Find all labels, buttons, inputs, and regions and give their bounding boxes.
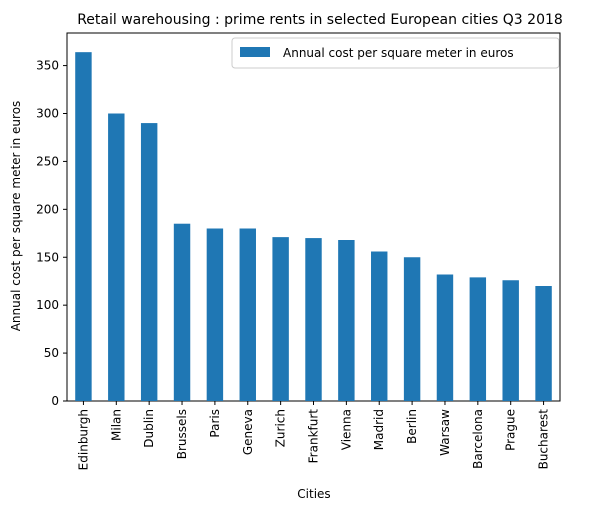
x-tick-label: Zurich [274,409,288,447]
y-axis-label: Annual cost per square meter in euros [9,101,23,332]
x-tick-label: Warsaw [438,409,452,456]
x-tick-label: Geneva [241,409,255,455]
x-axis-label: Cities [297,487,330,501]
y-tick-label: 250 [36,154,59,168]
bar-brussels [173,223,191,401]
bar-frankfurt [305,238,322,401]
x-axis-ticks: Edinburgh Milan Dublin Brussels Paris Geneva Z… [76,401,551,470]
bar-berlin [403,257,421,401]
x-tick-label: Berlin [405,409,419,444]
legend-swatch [240,47,270,57]
y-tick-label: 350 [36,59,59,73]
y-tick-label: 200 [36,202,59,216]
bar-dublin [140,123,158,401]
bar-bucharest [535,286,552,401]
x-tick-label: Vienna [339,409,353,450]
bar-barcelona [469,277,487,401]
y-tick-label: 300 [36,107,59,121]
x-tick-label: Dublin [142,409,156,448]
bar-geneva [239,228,256,401]
y-tick-label: 0 [51,394,59,408]
bar-madrid [371,251,388,401]
bar-prague [502,280,519,401]
bar-warsaw [436,274,454,401]
bar-zurich [272,237,289,401]
x-tick-label: Madrid [372,409,386,450]
bar-milan [108,113,125,401]
x-tick-label: Frankfurt [307,409,321,464]
bar-paris [206,228,224,401]
bar-edinburgh [75,52,92,402]
y-tick-label: 100 [36,298,59,312]
legend: Annual cost per square meter in euros [231,37,560,69]
y-axis-ticks: 0 50 100 150 200 250 300 350 [36,59,67,408]
legend-label: Annual cost per square meter in euros [283,46,514,60]
x-tick-label: Edinburgh [76,409,90,470]
y-tick-label: 150 [36,250,59,264]
x-tick-label: Brussels [175,409,189,459]
bars-group [75,52,552,402]
x-tick-label: Paris [208,409,222,438]
x-tick-label: Prague [504,409,518,451]
y-tick-label: 50 [44,346,59,360]
chart-title: Retail warehousing : prime rents in sele… [77,12,563,28]
bar-vienna [338,240,355,401]
legend-box [231,37,560,69]
x-tick-label: Bucharest [537,409,551,470]
x-tick-label: Barcelona [471,409,485,469]
x-tick-label: Milan [109,409,123,441]
